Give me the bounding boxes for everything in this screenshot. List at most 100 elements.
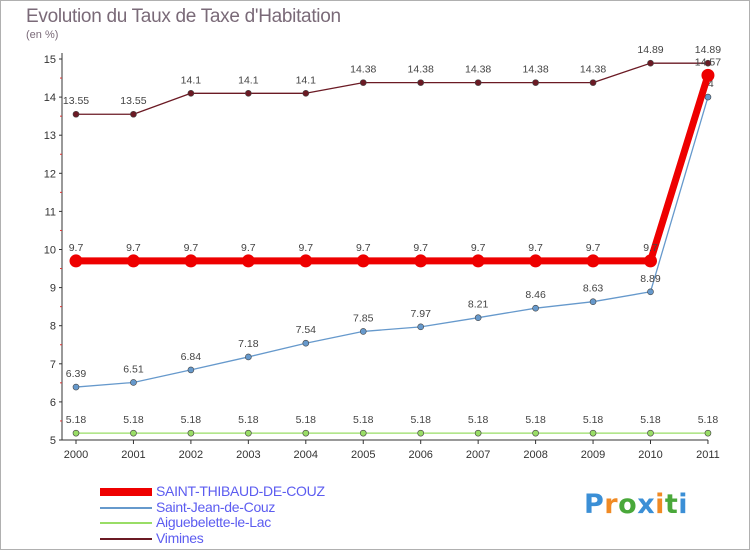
data-point	[532, 304, 539, 312]
logo-letter: i	[678, 489, 689, 520]
data-label: 5.18	[66, 414, 87, 426]
data-point	[130, 429, 137, 437]
x-tick-label: 2009	[581, 449, 605, 461]
y-tick-label: 15	[44, 54, 56, 66]
data-label: 9.7	[586, 242, 601, 254]
data-label: 7.54	[296, 324, 317, 336]
data-label: 14.1	[296, 74, 317, 86]
data-label: 6.84	[181, 351, 202, 363]
data-label: 6.51	[123, 363, 144, 375]
data-label: 14.89	[637, 44, 663, 56]
logo-letter: i	[655, 489, 665, 520]
data-label: 14.1	[238, 74, 259, 86]
data-point	[245, 429, 252, 437]
data-label: 5.18	[296, 414, 317, 426]
data-point	[359, 79, 367, 86]
data-label: 5.18	[698, 414, 719, 426]
legend-swatch	[100, 506, 152, 509]
data-label: 13.55	[120, 95, 146, 107]
data-point	[126, 254, 140, 268]
y-tick-label: 5	[50, 435, 56, 447]
logo-letter: r	[604, 489, 619, 520]
legend-swatch	[100, 522, 152, 524]
data-label: 14.57	[695, 56, 721, 68]
data-label: 9.7	[298, 242, 313, 254]
data-point	[187, 366, 195, 374]
data-point	[187, 429, 195, 437]
data-point	[417, 323, 425, 331]
data-point	[589, 79, 597, 86]
x-tick-label: 2006	[408, 449, 432, 461]
y-tick-label: 6	[50, 397, 56, 409]
legend-label: Vimines	[156, 529, 204, 546]
chart-title: Evolution du Taux de Taxe d'Habitation	[26, 6, 341, 27]
x-tick-label: 2005	[351, 449, 375, 461]
series-line	[76, 74, 712, 265]
data-label: 14.38	[350, 64, 376, 76]
data-label: 5.18	[640, 414, 661, 426]
data-label: 7.85	[353, 312, 374, 324]
data-point	[474, 429, 482, 437]
data-label: 5.18	[525, 414, 546, 426]
proxiti-logo: Proxiti	[584, 489, 688, 520]
chart-subtitle: (en %)	[26, 29, 59, 41]
data-point	[471, 254, 485, 268]
data-label: 14.1	[181, 74, 202, 86]
data-label: 8.89	[640, 273, 661, 285]
x-tick-label: 2004	[294, 449, 318, 461]
data-label: 8.21	[468, 299, 489, 311]
x-tick-label: 2001	[121, 449, 145, 461]
data-point	[356, 254, 370, 268]
data-label: 9.7	[471, 242, 486, 254]
y-tick-label: 12	[44, 168, 56, 180]
logo-letter: t	[664, 489, 679, 520]
data-point	[130, 110, 137, 118]
data-label: 5.18	[123, 414, 144, 426]
series-line	[75, 96, 709, 388]
data-label: 5.18	[353, 414, 374, 426]
data-point	[417, 79, 425, 86]
data-point	[529, 254, 543, 268]
data-point	[69, 254, 83, 268]
y-tick-label: 7	[50, 359, 56, 371]
data-point	[474, 314, 482, 321]
x-tick-label: 2007	[466, 449, 490, 461]
data-label: 14.38	[522, 64, 548, 76]
data-label: 14.38	[465, 64, 491, 76]
data-point	[704, 93, 712, 101]
y-tick-label: 9	[50, 283, 56, 295]
data-point	[359, 328, 367, 335]
legend-swatch	[100, 537, 152, 540]
data-label: 8.46	[525, 289, 546, 301]
data-point	[532, 79, 539, 86]
data-point	[302, 429, 310, 437]
data-label: 13.55	[63, 95, 89, 107]
data-point	[644, 254, 657, 268]
data-label: 14.38	[580, 64, 606, 76]
legend-swatch	[100, 488, 152, 496]
series-vimines: 13.55 13.55 14.1 14.1 14.1 14.38 14.38 14.38 14.…	[63, 44, 721, 118]
line-chart: 5 6 7 8 9 10 11 12 13 14 15 2000 2001 2002 2003 2004 200…	[44, 44, 721, 461]
data-label: 9.7	[413, 242, 428, 254]
data-point	[647, 59, 654, 67]
data-label: 14.38	[408, 64, 434, 76]
legend-label: Saint-Jean-de-Couz	[156, 498, 276, 515]
series-line	[76, 62, 708, 115]
data-point	[417, 429, 425, 437]
data-point	[72, 429, 80, 437]
data-label: 9.7	[241, 242, 256, 254]
data-point	[245, 89, 252, 97]
data-point	[241, 254, 255, 268]
data-label: 9.7	[528, 242, 543, 254]
data-point	[302, 339, 310, 347]
y-tick-label: 14	[44, 92, 56, 104]
legend-label: Aiguebelette-le-Lac	[156, 514, 271, 530]
series-aiguebelette-le-lac: 5.18 5.18 5.18 5.18 5.18 5.18 5.18 5.18 5.18 5.18…	[66, 414, 719, 437]
data-label: 9.7	[356, 242, 371, 254]
data-point	[586, 254, 600, 268]
x-tick-label: 2011	[696, 449, 720, 461]
y-tick-label: 11	[45, 206, 56, 218]
x-tick-label: 2010	[638, 449, 662, 461]
data-point	[414, 254, 428, 268]
